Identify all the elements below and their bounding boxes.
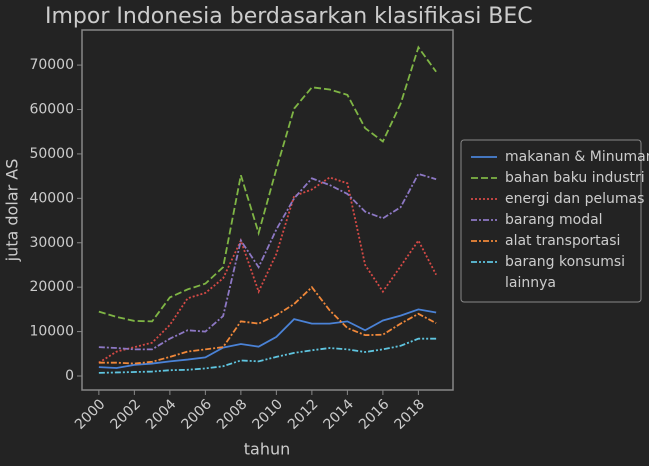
legend-box bbox=[460, 139, 642, 303]
y-tick-label: 20000 bbox=[29, 279, 74, 295]
series-line bbox=[98, 337, 437, 374]
legend-label: bahan baku industri bbox=[505, 170, 645, 186]
chart-title: Impor Indonesia berdasarkan klasifikasi … bbox=[45, 4, 533, 29]
series-line bbox=[98, 172, 437, 351]
y-tick-label: 40000 bbox=[29, 190, 74, 206]
legend-label: barang modal bbox=[505, 212, 603, 228]
y-axis-label: juta dolar AS bbox=[3, 159, 22, 263]
legend-label: energi dan pelumas bbox=[505, 191, 644, 207]
series-line bbox=[98, 176, 437, 364]
series-line bbox=[98, 308, 437, 369]
y-tick-label: 10000 bbox=[29, 324, 74, 340]
y-tick-label: 50000 bbox=[29, 146, 74, 162]
legend-label: lainnya bbox=[505, 275, 556, 291]
y-tick-label: 30000 bbox=[29, 235, 74, 251]
y-tick-label: 70000 bbox=[29, 57, 74, 73]
x-axis-label: tahun bbox=[244, 440, 291, 459]
legend-label: barang konsumsi bbox=[505, 254, 625, 270]
series-line bbox=[98, 45, 437, 323]
series-line bbox=[98, 285, 437, 365]
y-tick-label: 0 bbox=[65, 368, 74, 384]
legend-label: makanan & Minuman bbox=[505, 149, 649, 165]
plot-frame bbox=[81, 29, 454, 391]
y-tick-label: 60000 bbox=[29, 102, 74, 118]
legend-label: alat transportasi bbox=[505, 233, 620, 249]
